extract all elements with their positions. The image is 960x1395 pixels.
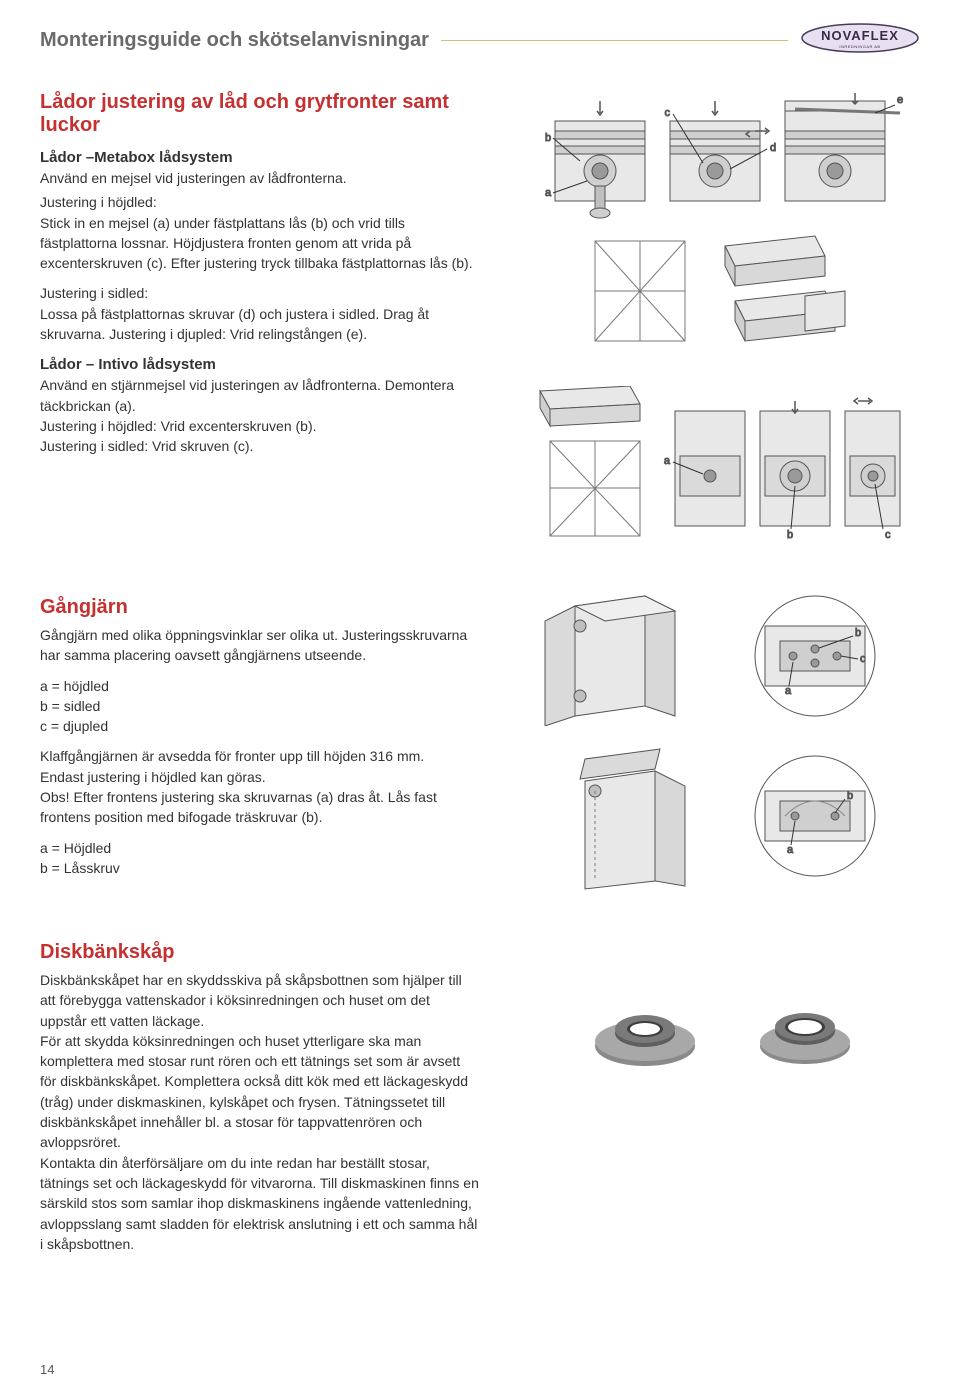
hinges-p2: Klaffgångjärnen är avsedda för fronter u… bbox=[40, 746, 480, 827]
section-hinges: Gångjärn Gångjärn med olika öppningsvink… bbox=[40, 586, 920, 891]
header-rule bbox=[441, 40, 788, 41]
svg-text:c: c bbox=[665, 107, 671, 119]
svg-text:d: d bbox=[770, 142, 776, 154]
svg-text:c: c bbox=[860, 653, 866, 665]
header-title: Monteringsguide och skötselanvisningar bbox=[40, 29, 429, 52]
hinges-list1: a = höjdled b = sidled c = djupled bbox=[40, 676, 480, 737]
page-header: Monteringsguide och skötselanvisningar N… bbox=[40, 20, 920, 61]
section-drawers: Lådor justering av låd och grytfronter s… bbox=[40, 91, 920, 546]
washers-illustration bbox=[510, 971, 920, 1091]
brand-name: NOVAFLEX bbox=[821, 28, 899, 43]
svg-text:b: b bbox=[847, 790, 853, 802]
hinges-p1: Gångjärn med olika öppningsvinklar ser o… bbox=[40, 625, 480, 666]
brand-sub: INREDNINGAR AB bbox=[839, 44, 880, 49]
page-number: 14 bbox=[40, 1362, 54, 1377]
intivo-p1: Använd en stjärnmejsel vid justeringen a… bbox=[40, 375, 480, 456]
hinges-heading: Gångjärn bbox=[40, 596, 480, 619]
intivo-illustration: a b bbox=[510, 386, 920, 546]
svg-text:a: a bbox=[787, 844, 794, 856]
svg-text:b: b bbox=[787, 529, 793, 541]
svg-text:c: c bbox=[885, 529, 891, 541]
metabox-p2: Justering i höjdled: Stick in en mejsel … bbox=[40, 192, 480, 273]
sink-heading: Diskbänkskåp bbox=[40, 941, 480, 964]
svg-text:e: e bbox=[897, 94, 903, 106]
hinge2-illustration: a b bbox=[510, 741, 920, 891]
intivo-title: Lådor – Intivo lådsystem bbox=[40, 356, 480, 373]
sink-p1: Diskbänkskåpet har en skyddsskiva på skå… bbox=[40, 970, 480, 1254]
hinge1-illustration: a b c bbox=[510, 586, 920, 726]
metabox-p3: Justering i sidled: Lossa på fästplattor… bbox=[40, 283, 480, 344]
brand-logo: NOVAFLEX INREDNINGAR AB bbox=[800, 20, 920, 61]
section-sink-cabinet: Diskbänkskåp Diskbänkskåpet har en skydd… bbox=[40, 931, 920, 1264]
hinges-list2: a = Höjdled b = Låsskruv bbox=[40, 838, 480, 879]
section1-heading: Lådor justering av låd och grytfronter s… bbox=[40, 91, 480, 137]
svg-text:a: a bbox=[545, 187, 552, 199]
svg-text:b: b bbox=[545, 132, 551, 144]
svg-text:a: a bbox=[785, 685, 792, 697]
svg-text:b: b bbox=[855, 627, 861, 639]
svg-text:a: a bbox=[664, 455, 671, 467]
metabox-p1: Använd en mejsel vid justeringen av lådf… bbox=[40, 168, 480, 188]
metabox-title: Lådor –Metabox lådsystem bbox=[40, 149, 480, 166]
metabox-illustration: a b c d e bbox=[510, 91, 920, 371]
